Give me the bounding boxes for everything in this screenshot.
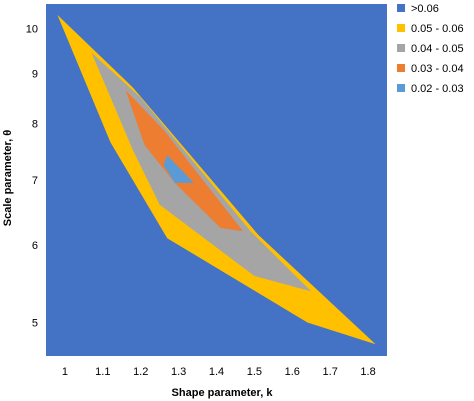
contour-regions [57, 14, 376, 345]
y-tick-label: 6 [32, 240, 38, 252]
x-tick-label: 1.3 [171, 366, 186, 378]
y-tick-label: 10 [26, 24, 38, 36]
legend: >0.06 0.05 - 0.06 0.04 - 0.05 0.03 - 0.04 0.… [397, 3, 464, 95]
legend-label: 0.04 - 0.05 [411, 43, 464, 55]
contour-region-3 [125, 90, 243, 232]
legend-label: 0.02 - 0.03 [411, 83, 464, 95]
x-tick-label: 1.2 [133, 366, 148, 378]
y-tick-label: 9 [32, 68, 38, 80]
x-tick-label: 1.6 [285, 366, 300, 378]
y-tick-label: 5 [32, 317, 38, 329]
y-axis-ticks: 5 6 7 8 9 10 [26, 24, 38, 330]
y-tick-label: 7 [32, 175, 38, 187]
legend-swatch [397, 84, 405, 92]
x-tick-label: 1.1 [95, 366, 110, 378]
y-axis-title: Scale parameter, θ [2, 130, 14, 227]
x-axis-ticks: 1 1.1 1.2 1.3 1.4 1.5 1.6 1.7 1.8 [62, 366, 376, 378]
legend-swatch [397, 44, 405, 52]
legend-label: 0.05 - 0.06 [411, 23, 464, 35]
x-tick-label: 1.4 [209, 366, 224, 378]
legend-swatch [397, 4, 405, 12]
x-axis-title: Shape parameter, k [172, 387, 274, 399]
legend-swatch [397, 64, 405, 72]
legend-swatch [397, 24, 405, 32]
x-tick-label: 1.5 [247, 366, 262, 378]
legend-label: 0.03 - 0.04 [411, 63, 464, 75]
legend-label: >0.06 [411, 3, 439, 15]
contour-region-4 [163, 155, 194, 183]
y-tick-label: 8 [32, 118, 38, 130]
x-tick-label: 1.7 [323, 366, 338, 378]
x-tick-label: 1.8 [360, 366, 375, 378]
x-tick-label: 1 [62, 366, 68, 378]
